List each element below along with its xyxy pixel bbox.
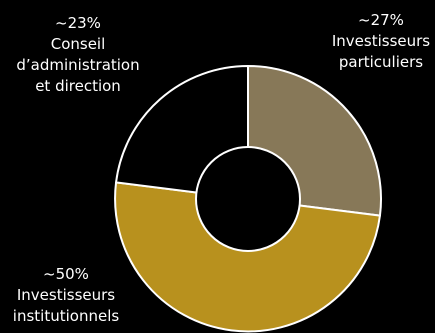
slice-percent-label: ~27% bbox=[358, 11, 404, 29]
slice-category-label: particuliers bbox=[339, 53, 423, 71]
slice-labels: ~27% Investisseurs particuliers ~50% Investi… bbox=[13, 11, 431, 325]
slice-investisseurs-institutionnels bbox=[114, 181, 381, 333]
slice-category-label: institutionnels bbox=[13, 307, 120, 325]
slice-label-investisseurs-institutionnels: ~50% Investisseurs institutionnels bbox=[13, 265, 120, 325]
slice-label-conseil-administration-direction: ~23% Conseil d’administration et direction bbox=[16, 14, 139, 95]
slice-category-label: Conseil bbox=[51, 35, 106, 53]
donut-hole bbox=[195, 146, 301, 252]
slice-label-investisseurs-particuliers: ~27% Investisseurs particuliers bbox=[332, 11, 430, 71]
slice-category-label: Investisseurs bbox=[17, 286, 115, 304]
slice-category-label: Investisseurs bbox=[332, 32, 430, 50]
slice-percent-label: ~50% bbox=[43, 265, 89, 283]
slice-category-label: et direction bbox=[35, 77, 121, 95]
slice-percent-label: ~23% bbox=[55, 14, 101, 32]
slice-category-label: d’administration bbox=[16, 56, 139, 74]
